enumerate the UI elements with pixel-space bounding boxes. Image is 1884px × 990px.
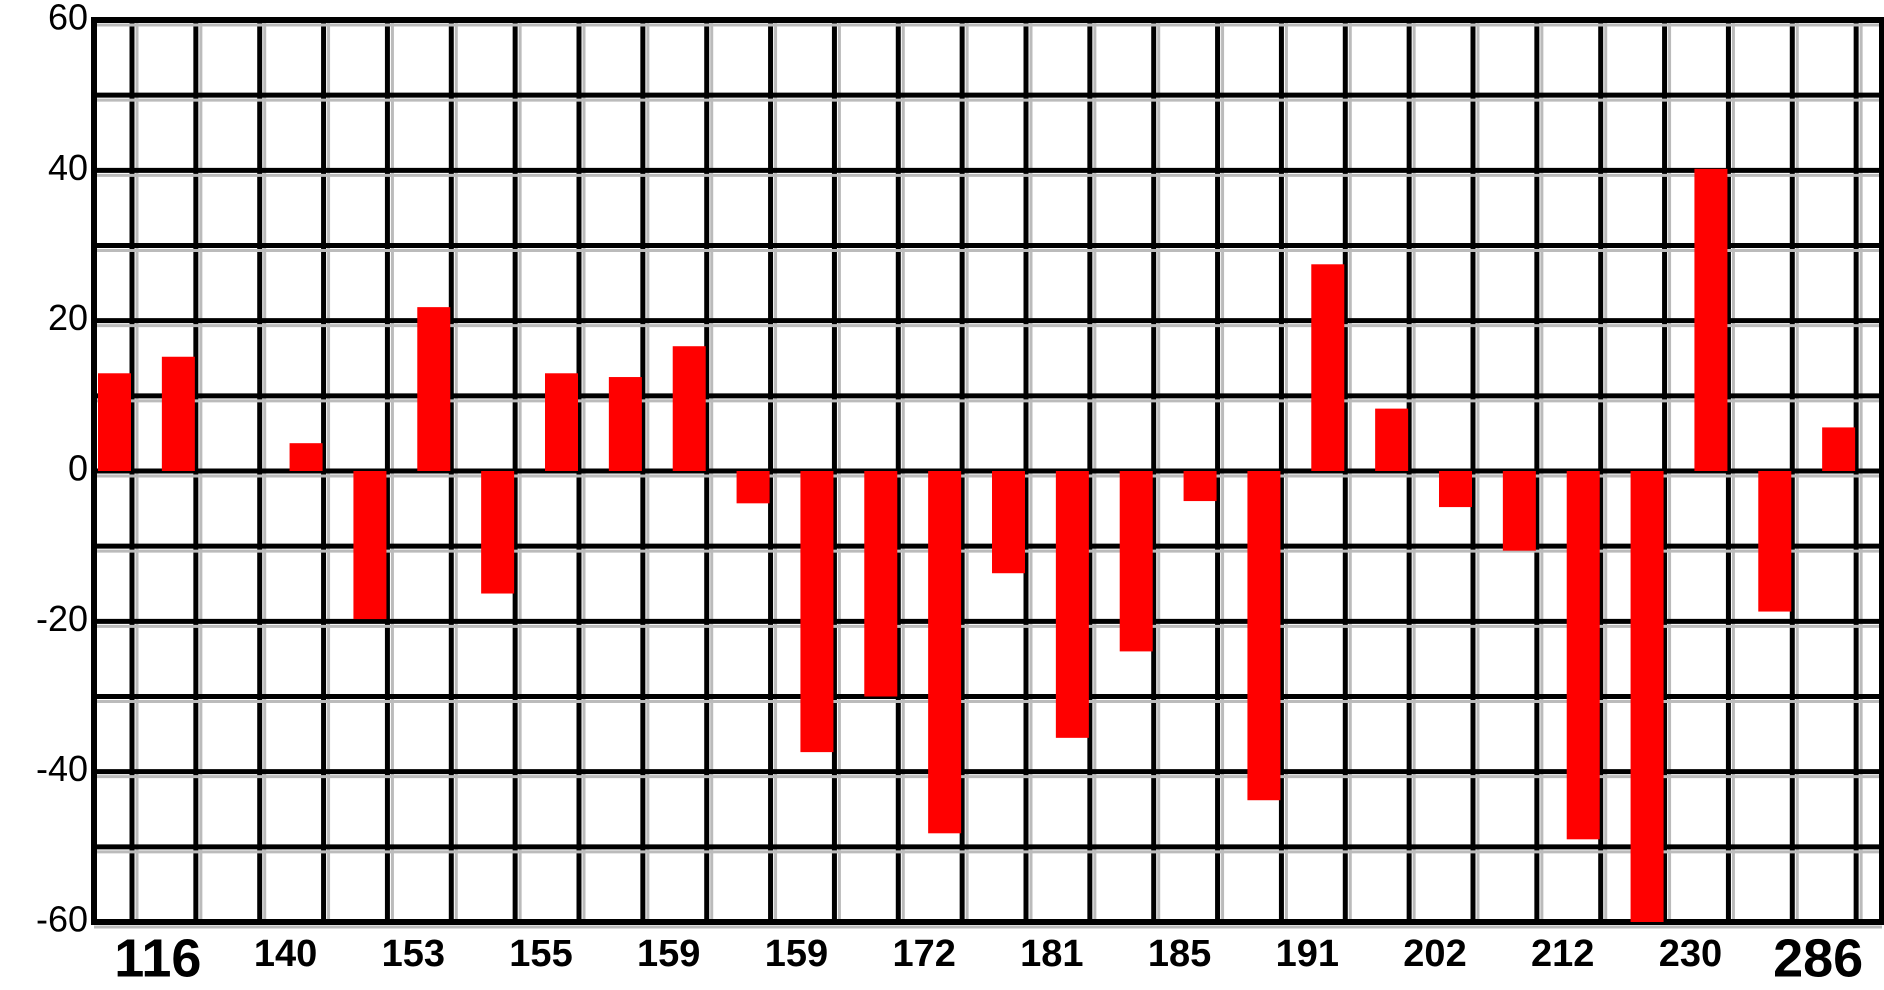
- bar: [1822, 427, 1856, 471]
- x-tick-label: 202: [1403, 933, 1466, 975]
- plot-frame: [91, 17, 1884, 925]
- bar: [1630, 471, 1664, 922]
- x-tick-label: 159: [765, 933, 828, 975]
- bar: [736, 471, 770, 504]
- y-tick-label: 20: [48, 297, 88, 338]
- x-tick-label: 153: [382, 933, 445, 975]
- x-tick-label: 172: [892, 933, 955, 975]
- bar: [608, 377, 642, 471]
- bar: [1247, 471, 1281, 801]
- bar: [161, 356, 195, 471]
- bar: [800, 471, 834, 753]
- x-tick-label: 116: [114, 928, 201, 988]
- bar: [1758, 471, 1792, 612]
- x-tick-label: 140: [254, 933, 317, 975]
- bar: [1055, 471, 1089, 738]
- bar: [864, 471, 898, 697]
- y-tick-label: 40: [48, 147, 88, 188]
- y-tick-label: 0: [68, 448, 88, 489]
- bar: [481, 471, 515, 594]
- bar: [1375, 408, 1409, 471]
- bar: [1183, 471, 1217, 502]
- x-tick-label: 191: [1276, 933, 1339, 975]
- x-tick-label: 181: [1020, 933, 1083, 975]
- bar: [289, 443, 323, 471]
- bar: [1311, 264, 1345, 471]
- y-tick-label: -20: [36, 598, 88, 639]
- x-tick-label: 230: [1659, 933, 1722, 975]
- bar: [98, 373, 131, 471]
- bar: [1502, 471, 1536, 551]
- bar: [672, 346, 706, 471]
- x-tick-label: 185: [1148, 933, 1211, 975]
- bar: [545, 373, 578, 471]
- bar: [928, 471, 962, 834]
- bar: [353, 471, 387, 620]
- x-tick-label: 212: [1531, 933, 1594, 975]
- bar: [992, 471, 1025, 574]
- bar: [1694, 168, 1728, 471]
- bar: [1119, 471, 1153, 652]
- y-tick-label: 60: [48, 0, 88, 38]
- bar: [1439, 471, 1472, 508]
- bar: [417, 307, 451, 471]
- x-tick-label: 155: [509, 933, 572, 975]
- x-tick-label: 159: [637, 933, 700, 975]
- y-tick-label: -60: [36, 899, 88, 940]
- y-tick-label: -40: [36, 748, 88, 789]
- x-tick-label: 286: [1773, 928, 1863, 988]
- bar: [1566, 471, 1600, 840]
